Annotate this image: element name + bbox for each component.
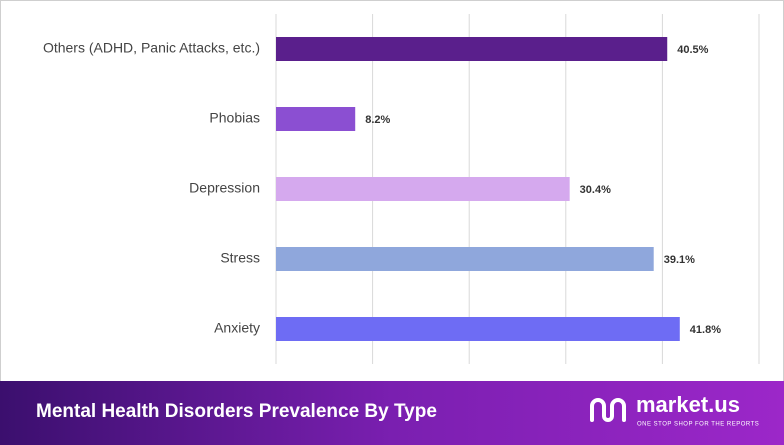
data-label: 40.5% xyxy=(677,44,708,56)
y-tick-label: Anxiety xyxy=(214,320,260,336)
banner xyxy=(0,381,784,445)
logo-tagline: ONE STOP SHOP FOR THE REPORTS xyxy=(637,422,759,428)
y-tick-label: Depression xyxy=(189,180,260,196)
logo-icon xyxy=(590,398,626,422)
data-label: 41.8% xyxy=(690,324,721,336)
logo: market.us ONE STOP SHOP FOR THE REPORTS xyxy=(590,392,759,428)
bar xyxy=(276,247,654,271)
logo-name: market.us xyxy=(636,392,740,417)
plot-area: Others (ADHD, Panic Attacks, etc.) 40.5% P… xyxy=(43,14,760,364)
y-tick-label: Phobias xyxy=(209,110,260,126)
y-tick-label: Others (ADHD, Panic Attacks, etc.) xyxy=(43,40,260,56)
bar xyxy=(276,107,356,131)
bar xyxy=(276,177,570,201)
chart-title: Mental Health Disorders Prevalence By Ty… xyxy=(36,401,437,422)
data-label: 8.2% xyxy=(365,114,390,126)
y-tick-label: Stress xyxy=(220,250,260,266)
data-label: 39.1% xyxy=(664,254,695,266)
bar xyxy=(276,317,680,341)
bar xyxy=(276,37,668,61)
data-label: 30.4% xyxy=(580,184,611,196)
